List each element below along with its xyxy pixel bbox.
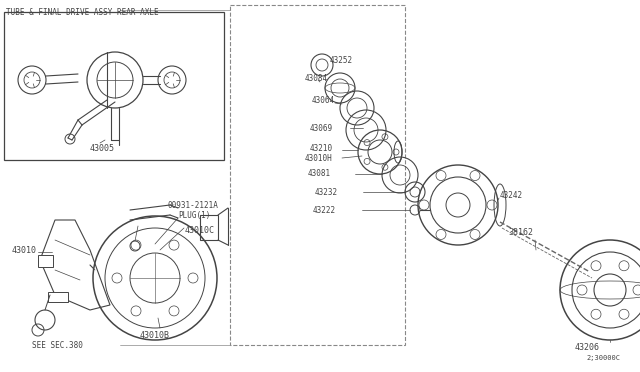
Bar [200, 215, 218, 240]
Bar [38, 255, 53, 267]
Text: 43206: 43206 [575, 343, 600, 353]
Text: 00931-2121A: 00931-2121A [168, 201, 219, 209]
Text: 43010: 43010 [12, 246, 37, 254]
Text: TUBE & FINAL DRIVE ASSY-REAR AXLE: TUBE & FINAL DRIVE ASSY-REAR AXLE [6, 8, 159, 17]
Text: 43084: 43084 [305, 74, 328, 83]
Text: 43010C: 43010C [185, 225, 215, 234]
Text: 43010H: 43010H [305, 154, 333, 163]
Text: 43069: 43069 [310, 124, 333, 132]
Text: 43232: 43232 [315, 187, 338, 196]
Text: 2;30000C: 2;30000C [586, 355, 620, 361]
Polygon shape [40, 220, 110, 310]
Text: 43242: 43242 [500, 190, 523, 199]
Text: PLUG(1): PLUG(1) [178, 211, 211, 219]
Bar [48, 292, 68, 302]
Text: 43210: 43210 [310, 144, 333, 153]
Bar [230, 5, 405, 345]
Bar [4, 12, 224, 160]
Text: 43010B: 43010B [140, 330, 170, 340]
Text: 38162: 38162 [508, 228, 533, 237]
Text: 43064: 43064 [312, 96, 335, 105]
Text: 43081: 43081 [308, 169, 331, 177]
Text: SEE SEC.380: SEE SEC.380 [32, 340, 83, 350]
Text: 43005: 43005 [90, 144, 115, 153]
Text: 43222: 43222 [313, 205, 336, 215]
Text: 43252: 43252 [330, 55, 353, 64]
